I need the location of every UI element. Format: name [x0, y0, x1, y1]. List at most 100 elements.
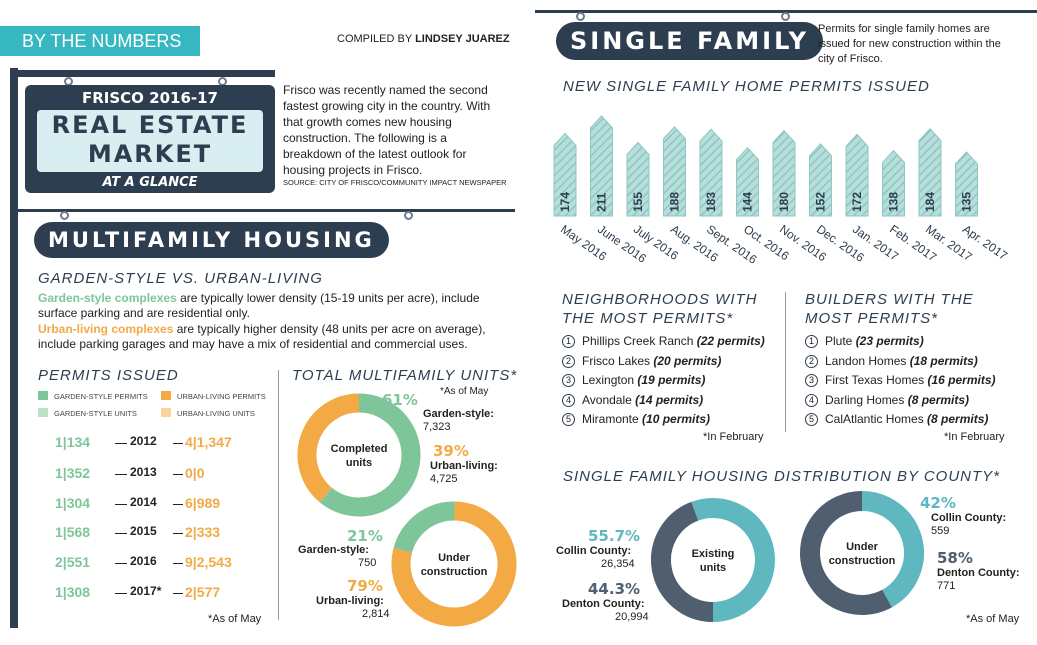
- legend-garden-units: GARDEN-STYLE UNITS: [54, 409, 137, 418]
- ranked-list-item: 4 Avondale (14 permits): [562, 393, 703, 407]
- rank-number: 2: [562, 354, 575, 368]
- construction-collin-pct: 42%: [920, 494, 956, 512]
- garden-description: Garden-style complexes are typically low…: [38, 291, 508, 321]
- existing-denton-value: 20,994: [615, 611, 649, 623]
- bar-feb-2017: [882, 149, 905, 217]
- compiled-by: COMPILED BY LINDSEY JUAREZ: [337, 33, 510, 45]
- dash: [115, 504, 127, 505]
- sf-pin-right: [781, 12, 790, 21]
- garden-permits-units: 1|134: [55, 434, 91, 450]
- bar-mar-2017: [918, 127, 942, 217]
- item-name: Phillips Creek Ranch: [582, 334, 697, 348]
- urban-permits-units: 2|577: [185, 584, 221, 600]
- completed-urban-value: 4,725: [430, 473, 458, 485]
- rank-number: 1: [562, 335, 575, 349]
- permit-count: (8 permits): [907, 392, 970, 407]
- legend-swatch-urban-permits: [161, 391, 171, 400]
- bar-sept-2016: [699, 128, 723, 217]
- single-family-rail: [535, 10, 1037, 13]
- dash: [173, 504, 183, 505]
- legend-urban-units: URBAN-LIVING UNITS: [177, 409, 255, 418]
- bar-value-label: 188: [668, 192, 682, 212]
- year: 2014: [130, 495, 157, 509]
- neighborhoods-heading: NEIGHBORHOODS WITH THE MOST PERMITS*: [562, 291, 758, 327]
- distribution-heading: SINGLE FAMILY HOUSING DISTRIBUTION BY CO…: [563, 468, 1001, 485]
- signpost-arm: [10, 70, 275, 77]
- dash: [115, 443, 127, 444]
- total-mf-as-of: *As of May: [440, 386, 489, 397]
- item-name: Avondale: [582, 392, 636, 407]
- permit-count: (23 permits): [855, 334, 924, 348]
- sign-inner-plate: REAL ESTATE MARKET: [37, 110, 263, 172]
- existing-denton-label: Denton County:: [562, 598, 645, 610]
- construction-denton-pct: 58%: [937, 549, 973, 567]
- dash: [173, 533, 183, 534]
- construction-county-donut: Under construction: [800, 491, 924, 615]
- construction-garden-pct: 21%: [347, 527, 383, 545]
- garden-permits-units: 1|308: [55, 584, 91, 600]
- bar-oct-2016: [736, 146, 759, 217]
- rank-number: 2: [805, 354, 818, 368]
- signpost-pole: [10, 68, 18, 628]
- item-name: Plute: [825, 334, 856, 348]
- single-family-title: SINGLE FAMILY: [556, 22, 824, 60]
- permit-count: (18 permits): [909, 353, 978, 368]
- existing-center-label-2: units: [700, 562, 726, 574]
- bar-may-2016: [553, 132, 577, 217]
- construction-center-label-1: Under: [438, 552, 471, 564]
- construction-units-donut: Under construction: [391, 501, 517, 627]
- dash: [173, 474, 183, 475]
- permit-count: (22 permits): [696, 334, 765, 348]
- bar-june-2016: [590, 115, 613, 217]
- urban-description: Urban-living complexes are typically hig…: [38, 322, 508, 352]
- item-name: Darling Homes: [825, 392, 908, 407]
- construction-urban-label: Urban-living:: [316, 595, 384, 607]
- completed-center-label-2: units: [346, 457, 372, 469]
- multifamily-title: MULTIFAMILY HOUSING: [34, 222, 389, 258]
- donut-segment-urban-living: [391, 501, 517, 627]
- year: 2015: [130, 524, 157, 538]
- donut-segment-garden-style: [319, 393, 421, 517]
- bar-value-label: 135: [960, 192, 974, 212]
- construction-collin-label: Collin County:: [931, 512, 1007, 524]
- legend-swatch-garden-permits: [38, 391, 48, 400]
- dash: [115, 593, 127, 594]
- ranked-list-item: 3 Lexington (19 permits): [562, 373, 706, 388]
- dash: [173, 563, 183, 564]
- bar-aug-2016: [663, 126, 686, 217]
- permits-issued-heading: PERMITS ISSUED: [38, 367, 179, 384]
- permit-count: (8 permits): [927, 412, 989, 426]
- sign-line-3: MARKET: [87, 140, 213, 168]
- item-name: CalAtlantic Homes: [825, 412, 928, 426]
- garden-desc: are typically lower density (15-19 units…: [38, 291, 480, 320]
- distribution-as-of: *As of May: [966, 613, 1020, 625]
- donut-segment-urban-living: [297, 393, 360, 503]
- rank-number: 5: [562, 413, 575, 427]
- bar-value-label: 138: [887, 192, 901, 212]
- legend-swatch-garden-units: [38, 408, 48, 417]
- urban-permits-units: 4|1,347: [185, 434, 232, 450]
- completed-urban-label: Urban-living:: [430, 460, 498, 472]
- permit-count: (19 permits): [637, 373, 706, 387]
- neighborhoods-footnote: *In February: [703, 431, 764, 443]
- sign-line-4: AT A GLANCE: [102, 175, 198, 190]
- existing-units-donut: Existing units: [651, 498, 775, 622]
- year: 2016: [130, 554, 157, 568]
- lists-divider: [785, 292, 786, 432]
- construction-center-label-2: construction: [421, 566, 488, 578]
- existing-collin-pct: 55.7%: [588, 527, 641, 545]
- completed-units-donut: Completed units: [297, 393, 421, 517]
- donut-segment-denton-county: [651, 501, 714, 622]
- permit-row-2012: 1|134 2012 4|1,347: [55, 434, 265, 454]
- existing-center-label-1: Existing: [692, 548, 735, 560]
- rank-number: 5: [805, 413, 818, 427]
- bar-apr-2017: [955, 151, 978, 217]
- bar-value-label: 183: [704, 192, 718, 212]
- donut-segment-collin-county: [691, 498, 775, 622]
- ranked-list-item: 5 Miramonte (10 permits): [562, 412, 710, 427]
- completed-garden-label: Garden-style:: [423, 408, 494, 420]
- permits-divider: [278, 370, 279, 620]
- compiled-by-prefix: COMPILED BY: [337, 33, 412, 45]
- bar-value-label: 155: [631, 192, 645, 212]
- bar-value-label: 152: [814, 192, 828, 212]
